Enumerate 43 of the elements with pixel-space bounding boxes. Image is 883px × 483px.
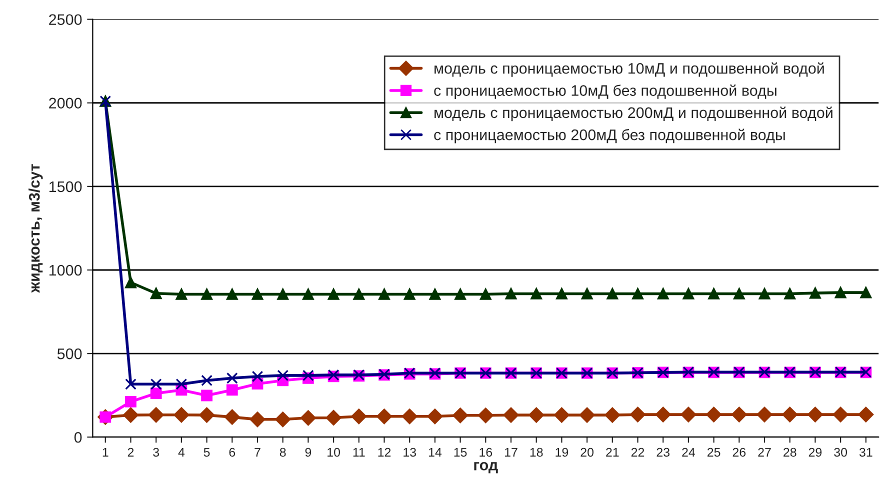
x-tick-label: 19 bbox=[556, 448, 568, 457]
y-tick-label: 1000 bbox=[49, 264, 82, 276]
x-tick-label: 8 bbox=[280, 448, 286, 457]
x-tick-label: 9 bbox=[305, 448, 312, 457]
x-tick-label: 24 bbox=[682, 448, 696, 457]
legend-label: с проницаемостью 200мД без подошвенной воды bbox=[434, 128, 785, 144]
x-tick-label: 25 bbox=[707, 448, 720, 457]
y-tick-label: 1500 bbox=[49, 181, 82, 192]
x-tick-label: 31 bbox=[859, 448, 872, 457]
x-tick-label: 15 bbox=[454, 448, 467, 457]
x-tick-label: 10 bbox=[328, 448, 340, 457]
x-tick-label: 12 bbox=[378, 448, 391, 457]
x-tick-label: 14 bbox=[428, 448, 442, 457]
x-tick-label: 27 bbox=[758, 448, 771, 457]
x-tick-label: 20 bbox=[580, 448, 594, 457]
x-tick-label: 11 bbox=[353, 448, 365, 457]
x-tick-label: 3 bbox=[153, 448, 160, 457]
x-tick-label: 26 bbox=[732, 448, 746, 457]
x-tick-label: 21 bbox=[606, 448, 619, 457]
y-tick-label: 500 bbox=[57, 348, 82, 360]
legend-label: с проницаемостью 10мД без подошвенной воды bbox=[434, 84, 776, 99]
x-tick-label: 5 bbox=[204, 448, 210, 457]
x-tick-label: 18 bbox=[530, 448, 543, 457]
legend-label: модель с проницаемостью 10мД и подошвенной водой bbox=[434, 62, 824, 77]
x-tick-label: 1 bbox=[102, 448, 108, 457]
x-tick-label: 29 bbox=[808, 448, 822, 457]
x-tick-label: 22 bbox=[631, 448, 644, 457]
x-tick-label: 7 bbox=[254, 448, 260, 457]
x-tick-label: 6 bbox=[229, 448, 236, 457]
legend-label: модель с проницаемостью 200мД и подошвенной водой bbox=[434, 106, 832, 122]
y-tick-label: 2500 bbox=[49, 14, 82, 26]
x-tick-label: 2 bbox=[128, 448, 134, 457]
y-tick-label: 0 bbox=[74, 432, 82, 443]
x-tick-label: 23 bbox=[656, 448, 670, 457]
x-tick-label: 4 bbox=[178, 448, 185, 457]
y-axis-title: жидкость, м3/сут bbox=[28, 164, 43, 293]
x-axis-title: год bbox=[474, 462, 498, 474]
x-tick-label: 17 bbox=[505, 448, 518, 457]
x-tick-label: 28 bbox=[784, 448, 796, 457]
y-tick-label: 2000 bbox=[49, 98, 82, 109]
x-tick-label: 16 bbox=[480, 448, 492, 457]
x-tick-label: 30 bbox=[834, 448, 848, 457]
x-tick-label: 13 bbox=[404, 448, 416, 457]
